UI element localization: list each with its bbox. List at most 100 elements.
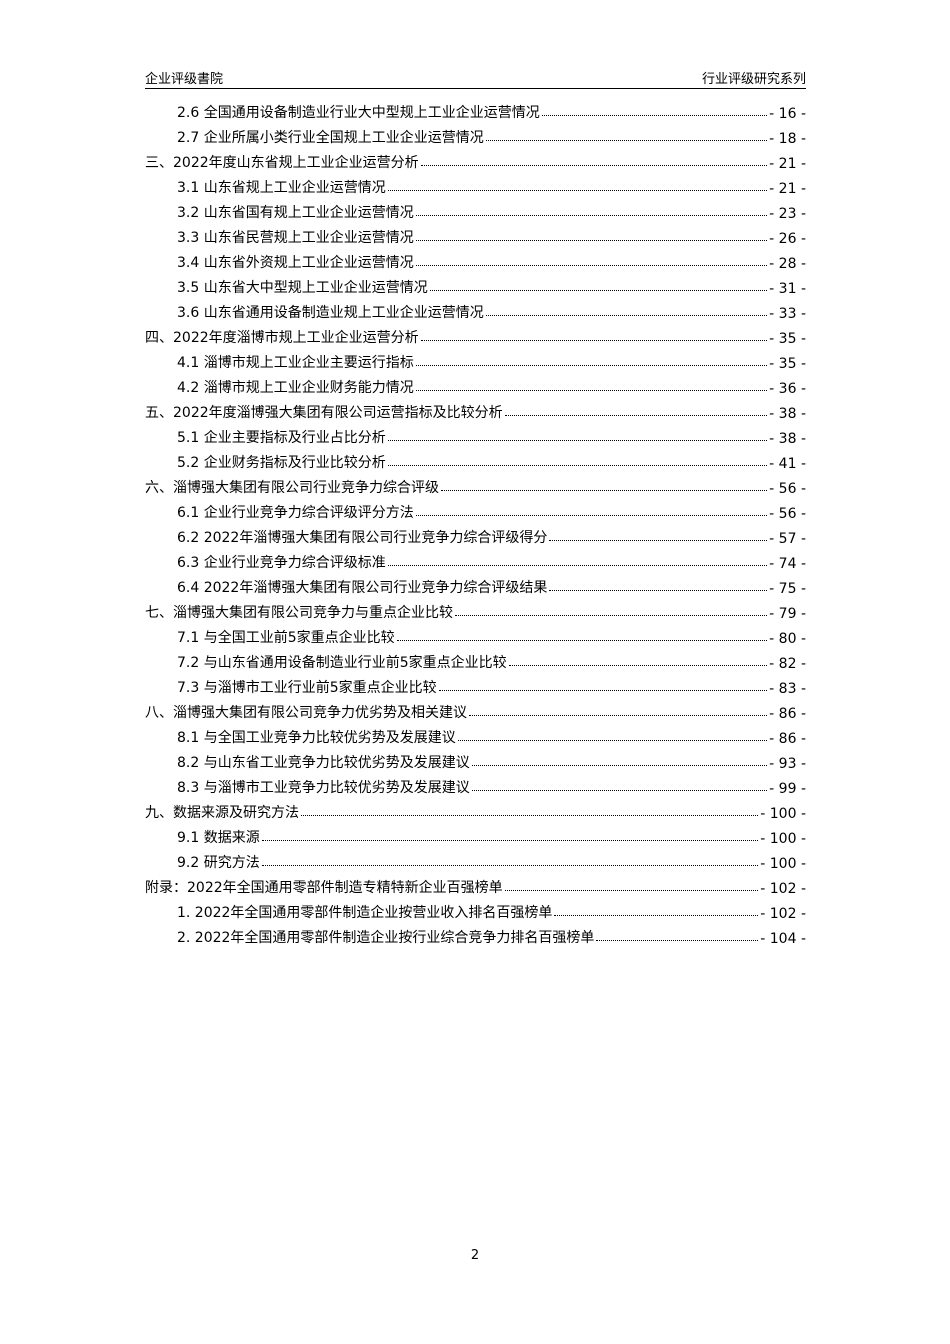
toc-title: 附录：2022年全国通用零部件制造专精特新企业百强榜单 [145, 880, 503, 896]
dot-leader [485, 315, 768, 316]
toc-page: - 38 - [769, 406, 806, 422]
toc-entry: 2.7 企业所属小类行业全国规上工业企业运营情况 - 18 - [145, 122, 806, 147]
dot-leader [485, 140, 768, 141]
toc-entry: 四、2022年度淄博市规上工业企业运营分析 - 35 - [145, 322, 806, 347]
toc-title: 五、2022年度淄博强大集团有限公司运营指标及比较分析 [145, 405, 503, 421]
toc-page: - 38 - [769, 431, 806, 447]
toc-title: 6.3 企业行业竞争力综合评级标准 [177, 555, 386, 571]
toc-title: 3.5 山东省大中型规上工业企业运营情况 [177, 280, 428, 296]
toc-entry: 7.2 与山东省通用设备制造业行业前5家重点企业比较 - 82 - [145, 647, 806, 672]
toc-title: 6.2 2022年淄博强大集团有限公司行业竞争力综合评级得分 [177, 530, 548, 546]
dot-leader [420, 165, 768, 166]
toc-entry: 4.2 淄博市规上工业企业财务能力情况 - 36 - [145, 372, 806, 397]
toc-page: - 93 - [769, 756, 806, 772]
toc-title: 4.2 淄博市规上工业企业财务能力情况 [177, 380, 414, 396]
dot-leader [469, 715, 768, 716]
toc-title: 2.7 企业所属小类行业全国规上工业企业运营情况 [177, 130, 484, 146]
dot-leader [387, 465, 768, 466]
toc-page: - 33 - [769, 306, 806, 322]
dot-leader [396, 640, 768, 641]
toc-page: - 102 - [760, 906, 806, 922]
toc-page: - 35 - [769, 331, 806, 347]
toc-page: - 18 - [769, 131, 806, 147]
toc-entry: 五、2022年度淄博强大集团有限公司运营指标及比较分析 - 38 - [145, 397, 806, 422]
dot-leader [504, 415, 768, 416]
toc-page: - 21 - [769, 156, 806, 172]
dot-leader [471, 765, 768, 766]
toc-title: 8.1 与全国工业竞争力比较优劣势及发展建议 [177, 730, 456, 746]
toc-entry: 六、淄博强大集团有限公司行业竞争力综合评级 - 56 - [145, 472, 806, 497]
dot-leader [549, 590, 768, 591]
toc-entry: 8.2 与山东省工业竞争力比较优劣势及发展建议 - 93 - [145, 747, 806, 772]
toc-title: 3.1 山东省规上工业企业运营情况 [177, 180, 386, 196]
dot-leader [596, 940, 759, 941]
toc-page: - 100 - [760, 831, 806, 847]
header-rule [145, 88, 806, 89]
toc-page: - 36 - [769, 381, 806, 397]
dot-leader [415, 265, 768, 266]
toc-title: 七、淄博强大集团有限公司竞争力与重点企业比较 [145, 605, 453, 621]
toc-page: - 41 - [769, 456, 806, 472]
toc-page: - 75 - [769, 581, 806, 597]
toc-entry: 5.2 企业财务指标及行业比较分析 - 41 - [145, 447, 806, 472]
toc-title: 2.6 全国通用设备制造业行业大中型规上工业企业运营情况 [177, 105, 540, 121]
toc-title: 7.3 与淄博市工业行业前5家重点企业比较 [177, 680, 437, 696]
toc-title: 九、数据来源及研究方法 [145, 805, 299, 821]
toc-entry: 九、数据来源及研究方法 - 100 - [145, 797, 806, 822]
page-number: 2 [470, 1248, 480, 1263]
toc-page: - 16 - [769, 106, 806, 122]
toc-entry: 8.1 与全国工业竞争力比较优劣势及发展建议 - 86 - [145, 722, 806, 747]
toc-page: - 74 - [769, 556, 806, 572]
toc-title: 9.2 研究方法 [177, 855, 260, 871]
dot-leader [415, 390, 768, 391]
dot-leader [415, 365, 768, 366]
toc-page: - 56 - [769, 481, 806, 497]
toc-title: 3.2 山东省国有规上工业企业运营情况 [177, 205, 414, 221]
dot-leader [429, 290, 768, 291]
toc-title: 5.1 企业主要指标及行业占比分析 [177, 430, 386, 446]
toc-title: 3.4 山东省外资规上工业企业运营情况 [177, 255, 414, 271]
toc-title: 2. 2022年全国通用零部件制造企业按行业综合竞争力排名百强榜单 [177, 930, 595, 946]
toc-entry: 7.3 与淄博市工业行业前5家重点企业比较 - 83 - [145, 672, 806, 697]
dot-leader [471, 790, 768, 791]
dot-leader [420, 340, 768, 341]
toc-title: 5.2 企业财务指标及行业比较分析 [177, 455, 386, 471]
header-left: 企业评级書院 [145, 72, 224, 87]
toc-entry: 附录：2022年全国通用零部件制造专精特新企业百强榜单 - 102 - [145, 872, 806, 897]
dot-leader [508, 665, 768, 666]
toc-entry: 7.1 与全国工业前5家重点企业比较 - 80 - [145, 622, 806, 647]
toc-entry: 6.1 企业行业竞争力综合评级评分方法 - 56 - [145, 497, 806, 522]
toc-entry: 3.6 山东省通用设备制造业规上工业企业运营情况 - 33 - [145, 297, 806, 322]
toc-page: - 23 - [769, 206, 806, 222]
toc-entry: 1. 2022年全国通用零部件制造企业按营业收入排名百强榜单 - 102 - [145, 897, 806, 922]
toc-title: 7.1 与全国工业前5家重点企业比较 [177, 630, 395, 646]
table-of-contents: 2.6 全国通用设备制造业行业大中型规上工业企业运营情况 - 16 -2.7 企业… [145, 97, 806, 947]
toc-page: - 21 - [769, 181, 806, 197]
toc-page: - 56 - [769, 506, 806, 522]
dot-leader [438, 690, 768, 691]
dot-leader [415, 215, 768, 216]
toc-entry: 3.1 山东省规上工业企业运营情况 - 21 - [145, 172, 806, 197]
dot-leader [301, 815, 759, 816]
toc-title: 三、2022年度山东省规上工业企业运营分析 [145, 155, 419, 171]
toc-title: 8.3 与淄博市工业竞争力比较优劣势及发展建议 [177, 780, 470, 796]
toc-title: 9.1 数据来源 [177, 830, 260, 846]
toc-entry: 3.3 山东省民营规上工业企业运营情况 - 26 - [145, 222, 806, 247]
dot-leader [261, 865, 759, 866]
toc-entry: 2. 2022年全国通用零部件制造企业按行业综合竞争力排名百强榜单 - 104 - [145, 922, 806, 947]
toc-page: - 83 - [769, 681, 806, 697]
toc-page: - 26 - [769, 231, 806, 247]
dot-leader [387, 440, 768, 441]
toc-page: - 28 - [769, 256, 806, 272]
dot-leader [457, 740, 768, 741]
toc-page: - 100 - [760, 806, 806, 822]
dot-leader [415, 515, 768, 516]
toc-page: - 57 - [769, 531, 806, 547]
toc-page: - 35 - [769, 356, 806, 372]
toc-page: - 79 - [769, 606, 806, 622]
toc-entry: 七、淄博强大集团有限公司竞争力与重点企业比较 - 79 - [145, 597, 806, 622]
toc-title: 4.1 淄博市规上工业企业主要运行指标 [177, 355, 414, 371]
toc-page: - 86 - [769, 706, 806, 722]
toc-entry: 5.1 企业主要指标及行业占比分析 - 38 - [145, 422, 806, 447]
